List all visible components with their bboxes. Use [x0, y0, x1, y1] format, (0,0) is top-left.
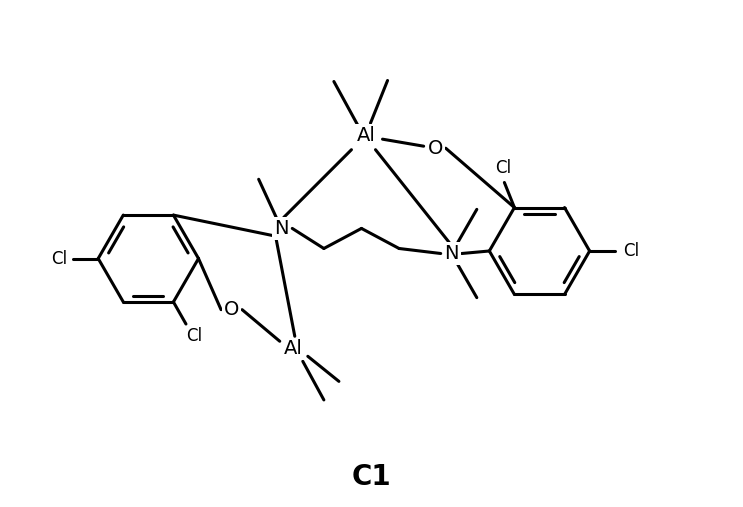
Text: C1: C1: [351, 463, 392, 491]
Text: Al: Al: [357, 126, 376, 145]
Text: O: O: [224, 300, 239, 319]
Text: N: N: [444, 244, 459, 263]
Text: Cl: Cl: [186, 327, 203, 345]
Text: Cl: Cl: [51, 249, 67, 268]
Text: Al: Al: [285, 339, 303, 358]
Text: Cl: Cl: [623, 242, 639, 260]
Text: Cl: Cl: [496, 160, 511, 177]
Text: N: N: [274, 219, 288, 238]
Text: O: O: [428, 139, 444, 158]
